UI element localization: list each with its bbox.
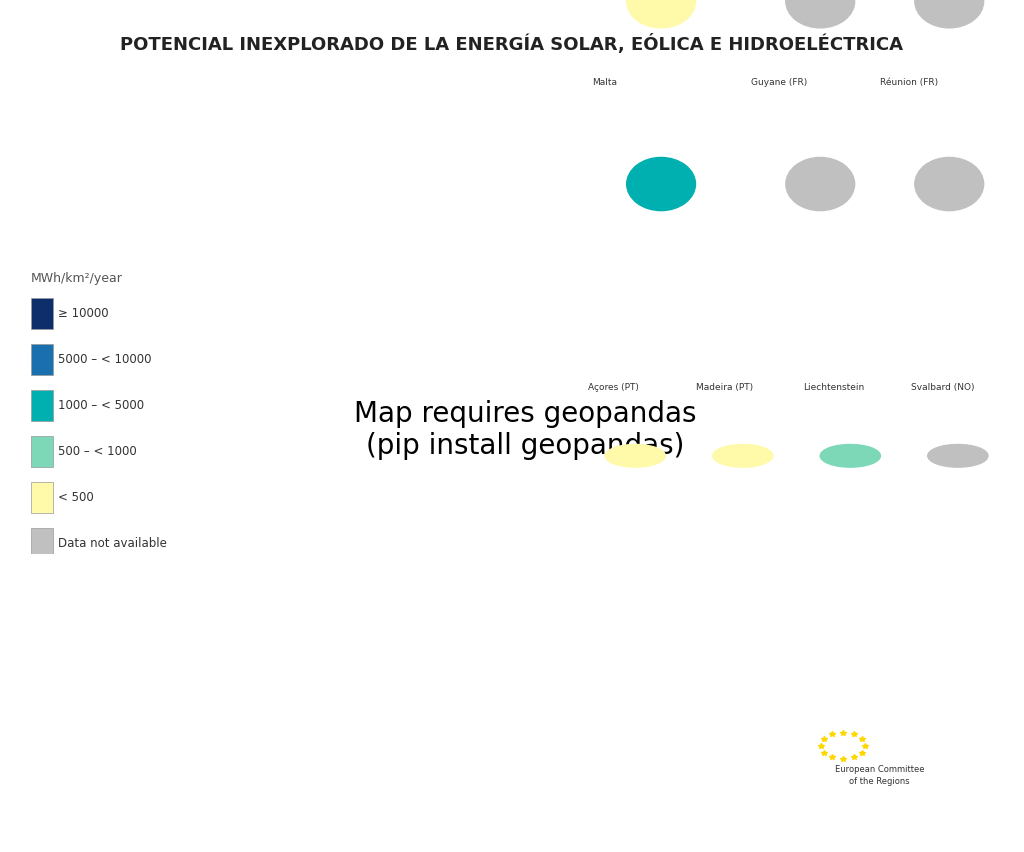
Text: European Committee
of the Regions: European Committee of the Regions [835,765,925,786]
Text: Malta: Malta [592,78,617,87]
Circle shape [785,158,855,210]
Circle shape [928,445,988,467]
Circle shape [820,445,881,467]
FancyBboxPatch shape [31,482,53,513]
Circle shape [914,0,984,28]
Text: MWh/km²/year: MWh/km²/year [31,273,123,285]
FancyBboxPatch shape [31,344,53,375]
Circle shape [785,0,855,28]
Text: Madeira (PT): Madeira (PT) [695,383,753,392]
Circle shape [914,158,984,210]
FancyBboxPatch shape [31,298,53,329]
Text: Map requires geopandas
(pip install geopandas): Map requires geopandas (pip install geop… [353,400,696,460]
Text: < 500: < 500 [58,491,94,504]
Text: Açores (PT): Açores (PT) [588,383,639,392]
Text: Liechtenstein: Liechtenstein [803,383,864,392]
FancyBboxPatch shape [31,436,53,467]
FancyBboxPatch shape [31,390,53,421]
Text: Svalbard (NO): Svalbard (NO) [910,383,974,392]
Text: POTENCIAL INEXPLORADO DE LA ENERGÍA SOLAR, EÓLICA E HIDROELÉCTRICA: POTENCIAL INEXPLORADO DE LA ENERGÍA SOLA… [121,34,903,54]
Circle shape [605,445,666,467]
Text: Data not available: Data not available [58,537,167,550]
Circle shape [627,158,695,210]
Text: ≥ 10000: ≥ 10000 [58,307,109,320]
Text: Réunion (FR): Réunion (FR) [881,78,939,87]
Text: Guyane (FR): Guyane (FR) [752,78,808,87]
Circle shape [713,445,773,467]
Circle shape [627,0,695,28]
Text: 500 – < 1000: 500 – < 1000 [58,445,137,458]
Text: 5000 – < 10000: 5000 – < 10000 [58,353,152,366]
FancyBboxPatch shape [31,528,53,559]
Text: 1000 – < 5000: 1000 – < 5000 [58,399,144,412]
